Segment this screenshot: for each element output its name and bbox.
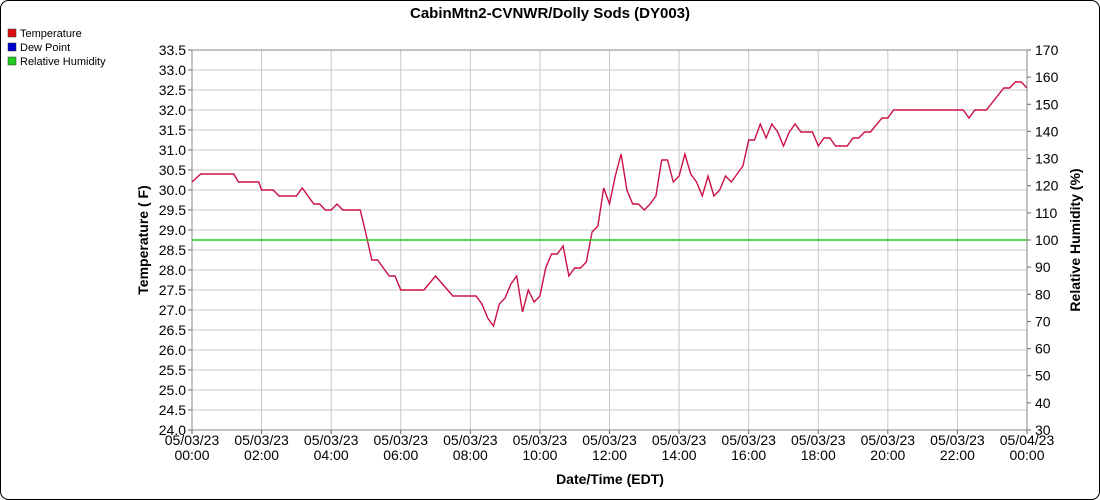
series-line	[191, 81, 1028, 328]
legend-label: Relative Humidity	[20, 56, 106, 68]
x-tick-label: 05/03/23 08:00	[443, 432, 498, 463]
legend-swatch	[7, 28, 17, 38]
y-tick-label: 29.0	[159, 222, 186, 238]
y2-tick-label: 110	[1035, 205, 1058, 221]
y2-tick-label: 140	[1035, 123, 1059, 139]
x-tick-label: 05/03/23 14:00	[652, 432, 707, 463]
y-tick-label: 27.0	[159, 302, 186, 318]
x-tick-label: 05/03/23 22:00	[930, 432, 985, 463]
y-tick-label: 29.5	[159, 202, 186, 218]
y2-tick-label: 70	[1035, 313, 1051, 329]
y2-tick-label: 40	[1035, 395, 1051, 411]
y-tick-label: 24.0	[159, 422, 186, 438]
chart-title: CabinMtn2-CVNWR/Dolly Sods (DY003)	[410, 5, 690, 22]
y2-tick-label: 160	[1035, 69, 1059, 85]
x-tick-label: 05/03/23 12:00	[582, 432, 637, 463]
x-tick-label: 05/03/23 00:00	[165, 432, 220, 463]
legend-label: Dew Point	[20, 42, 70, 54]
y-tick-label: 26.5	[159, 322, 186, 338]
y-tick-label: 25.0	[159, 382, 186, 398]
y2-tick-label: 90	[1035, 259, 1051, 275]
y2-tick-label: 30	[1035, 422, 1051, 438]
y-tick-label: 28.5	[159, 242, 186, 258]
y2-tick-label: 50	[1035, 368, 1051, 384]
legend-label: Temperature	[20, 28, 82, 40]
y-tick-label: 26.0	[159, 342, 186, 358]
x-tick-label: 05/03/23 20:00	[861, 432, 916, 463]
y-tick-label: 30.5	[159, 162, 186, 178]
y-tick-label: 32.5	[159, 82, 186, 98]
y-tick-label: 32.0	[159, 102, 186, 118]
y2-tick-label: 60	[1035, 341, 1051, 357]
y-tick-label: 28.0	[159, 262, 186, 278]
y-tick-label: 25.5	[159, 362, 186, 378]
y2-tick-label: 130	[1035, 151, 1059, 167]
y2-tick-label: 120	[1035, 178, 1059, 194]
y2-tick-label: 80	[1035, 286, 1051, 302]
y-axis-title: Temperature ( F)	[135, 185, 151, 294]
x-tick-label: 05/03/23 18:00	[791, 432, 846, 463]
x-tick-label: 05/03/23 04:00	[304, 432, 359, 463]
x-tick-label: 05/03/23 10:00	[513, 432, 568, 463]
x-axis-title: Date/Time (EDT)	[556, 471, 664, 487]
x-tick-label: 05/03/23 16:00	[721, 432, 776, 463]
y-tick-label: 30.0	[159, 182, 186, 198]
y-tick-label: 31.5	[159, 122, 186, 138]
legend-swatch	[7, 42, 17, 52]
y2-tick-label: 150	[1035, 96, 1059, 112]
x-tick-label: 05/04/23 00:00	[1000, 432, 1055, 463]
y-tick-label: 33.5	[159, 42, 186, 58]
y-tick-label: 24.5	[159, 402, 186, 418]
y2-axis-title: Relative Humidity (%)	[1067, 168, 1083, 311]
y-tick-label: 27.5	[159, 282, 186, 298]
x-tick-label: 05/03/23 02:00	[234, 432, 289, 463]
y-tick-label: 31.0	[159, 142, 186, 158]
legend-swatch	[7, 56, 17, 66]
x-tick-label: 05/03/23 06:00	[374, 432, 429, 463]
y2-tick-label: 170	[1035, 42, 1059, 58]
y2-tick-label: 100	[1035, 232, 1059, 248]
y-tick-label: 33.0	[159, 62, 186, 78]
